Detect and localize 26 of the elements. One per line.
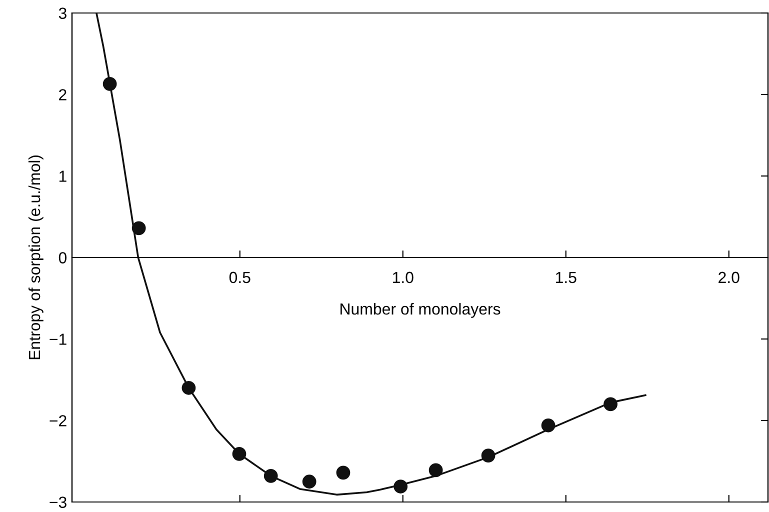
y-tick-label: 0: [58, 252, 67, 264]
x-tick-label: 2.0: [718, 272, 740, 284]
point: [428, 463, 443, 478]
point: [394, 480, 408, 494]
point: [541, 418, 556, 432]
point: [102, 76, 117, 91]
line-series: [96, 13, 646, 496]
x-tick-label: 1.0: [393, 272, 414, 284]
point: [336, 466, 350, 480]
y-tick-label: −1: [50, 334, 66, 345]
point: [232, 446, 246, 461]
point: [182, 380, 196, 395]
point: [302, 474, 316, 489]
x-tick-label: 1.5: [556, 272, 576, 284]
y-axis-title: Entropy of sorption (e.u./mol): [28, 156, 44, 360]
y-tick-label: 2: [59, 89, 66, 100]
y-tick-label: −2: [50, 415, 66, 426]
y-tick-label: 3: [58, 8, 66, 19]
x-axis-title: Number of monolayers: [340, 302, 500, 318]
point: [264, 468, 278, 483]
point: [604, 397, 618, 412]
point: [132, 221, 146, 236]
y-tick-label: 1: [59, 170, 66, 182]
x-tick-label: 0.5: [229, 272, 250, 284]
y-tick-label: −3: [50, 496, 66, 508]
point: [481, 448, 496, 462]
